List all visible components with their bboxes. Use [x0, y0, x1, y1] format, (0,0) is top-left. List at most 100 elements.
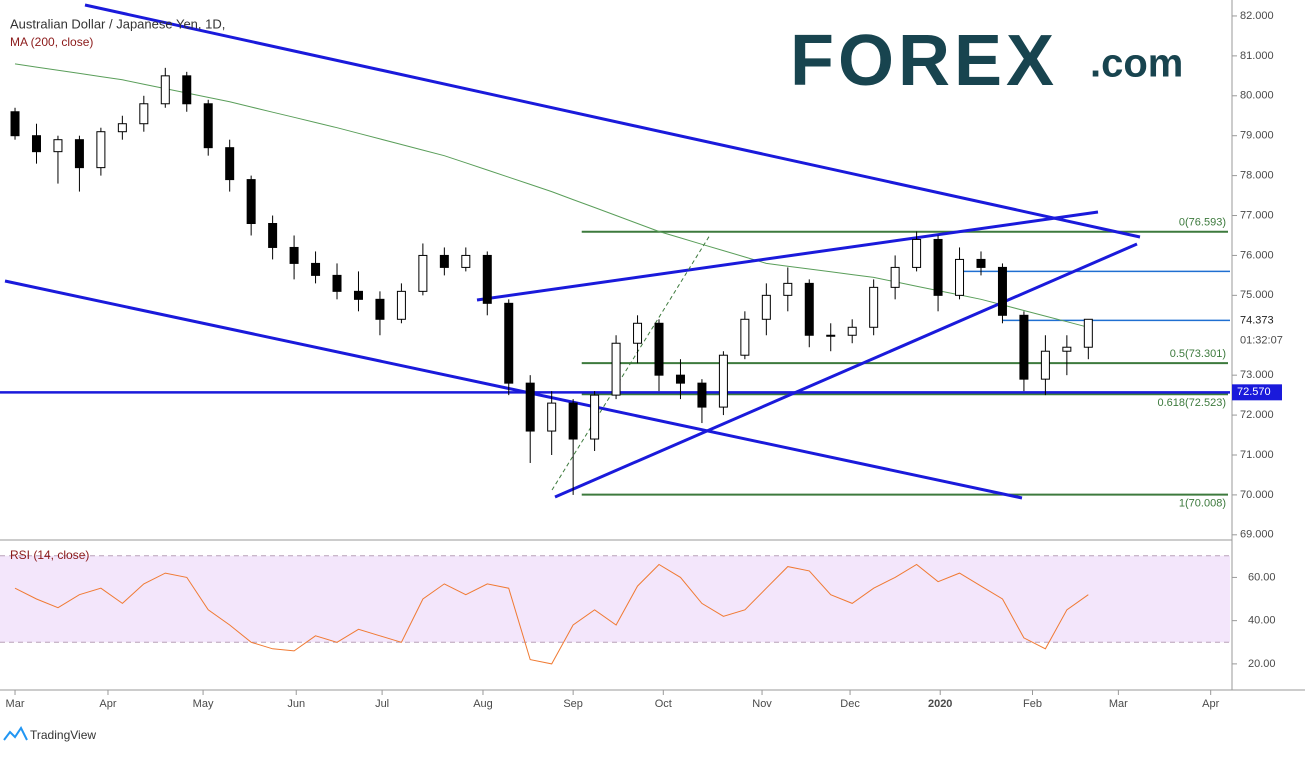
x-tick-label: Jun — [287, 698, 305, 710]
candle-body — [375, 298, 385, 320]
candle-body — [633, 322, 643, 344]
candle-body — [654, 322, 664, 376]
rsi-title: RSI (14, close) — [10, 548, 89, 562]
fib-label: 1(70.008) — [1179, 497, 1226, 509]
candle-body — [997, 266, 1007, 316]
logo-brand: FOREX — [790, 21, 1058, 101]
candle-body — [418, 254, 428, 292]
candle-body — [568, 402, 578, 440]
trendline — [4, 279, 1023, 500]
x-tick-label: Dec — [840, 698, 860, 710]
y-tick-label: 71.000 — [1240, 449, 1274, 461]
candle-body — [912, 238, 922, 268]
y-tick-label: 77.000 — [1240, 209, 1274, 221]
ma-line — [14, 63, 1089, 328]
candle-body — [182, 75, 192, 105]
candle-body — [1062, 346, 1072, 352]
x-tick-label: Feb — [1023, 698, 1042, 710]
candle-body — [482, 254, 492, 304]
candle-body — [804, 282, 814, 336]
candle-body — [740, 318, 750, 356]
candle-body — [890, 266, 900, 288]
candle-body — [761, 294, 771, 320]
candle-body — [53, 139, 63, 153]
fib-trend — [551, 234, 711, 491]
y-tick-label: 72.000 — [1240, 409, 1274, 421]
y-tick-label: 79.000 — [1240, 130, 1274, 142]
candle-body — [225, 147, 235, 181]
candle-body — [96, 131, 106, 169]
x-tick-label: Jul — [375, 698, 389, 710]
candle-body — [847, 326, 857, 336]
candle-body — [826, 334, 836, 337]
y-tick-label: 78.000 — [1240, 170, 1274, 182]
candle-body — [268, 223, 278, 248]
rsi-line — [14, 563, 1089, 665]
y-tick-label: 73.000 — [1240, 369, 1274, 381]
candle-body — [955, 258, 965, 296]
candle-body — [783, 282, 793, 296]
candle-body — [353, 290, 363, 300]
trendline — [554, 242, 1138, 499]
fib-label: 0(76.593) — [1179, 217, 1226, 229]
candle-body — [31, 135, 41, 153]
last-price-label: 74.373 — [1240, 314, 1274, 326]
candle-body — [504, 302, 514, 384]
candle-body — [590, 394, 600, 440]
candle-body — [933, 238, 943, 296]
y-tick-label: 76.000 — [1240, 249, 1274, 261]
candle-body — [160, 75, 170, 105]
support-label-box — [1232, 384, 1282, 401]
candle-body — [396, 290, 406, 320]
x-tick-label: Sep — [563, 698, 583, 710]
candle-body — [461, 254, 471, 268]
fib-label: 0.5(73.301) — [1170, 348, 1226, 360]
candle-body — [718, 354, 728, 408]
trendline — [84, 3, 1141, 239]
ma-label: MA (200, close) — [10, 35, 93, 49]
x-tick-label: Nov — [752, 698, 772, 710]
x-tick-label: Aug — [473, 698, 493, 710]
candle-body — [1019, 314, 1029, 380]
chart-title: Australian Dollar / Japanese Yen, 1D, — [10, 16, 225, 31]
candle-body — [869, 286, 879, 328]
x-tick-label: Mar — [6, 698, 25, 710]
fib-label: 0.618(72.523) — [1158, 397, 1227, 409]
candle-body — [976, 258, 986, 268]
y-tick-label: 70.000 — [1240, 489, 1274, 501]
candle-body — [1040, 350, 1050, 380]
candle-body — [139, 103, 149, 125]
candle-body — [289, 246, 299, 264]
support-label: 72.570 — [1237, 386, 1271, 398]
footer-icon — [3, 726, 28, 741]
x-tick-label: Mar — [1109, 698, 1128, 710]
candle-body — [525, 382, 535, 432]
candle-body — [439, 254, 449, 268]
x-tick-label: May — [193, 698, 214, 710]
candle-body — [203, 103, 213, 149]
x-tick-label: Oct — [655, 698, 672, 710]
candle-body — [10, 111, 20, 137]
candle-body — [675, 374, 685, 384]
logo-suffix: .com — [1090, 42, 1183, 86]
rsi-tick-label: 40.00 — [1248, 615, 1276, 627]
trendlines — [4, 3, 1141, 500]
x-tick-label: Apr — [1202, 698, 1219, 710]
y-tick-label: 75.000 — [1240, 289, 1274, 301]
candle-body — [547, 402, 557, 432]
candle-body — [1083, 318, 1093, 348]
candle-body — [332, 274, 342, 292]
countdown: 01:32:07 — [1240, 334, 1283, 346]
x-tick-label: Apr — [99, 698, 116, 710]
candle-body — [246, 179, 256, 225]
candle-body — [117, 123, 127, 133]
candle-body — [611, 342, 621, 396]
y-tick-label: 81.000 — [1240, 50, 1274, 62]
y-tick-label: 69.000 — [1240, 529, 1274, 541]
y-tick-label: 82.000 — [1240, 10, 1274, 22]
trendline — [476, 210, 1099, 302]
candle-body — [74, 139, 84, 169]
candle-body — [311, 262, 321, 276]
